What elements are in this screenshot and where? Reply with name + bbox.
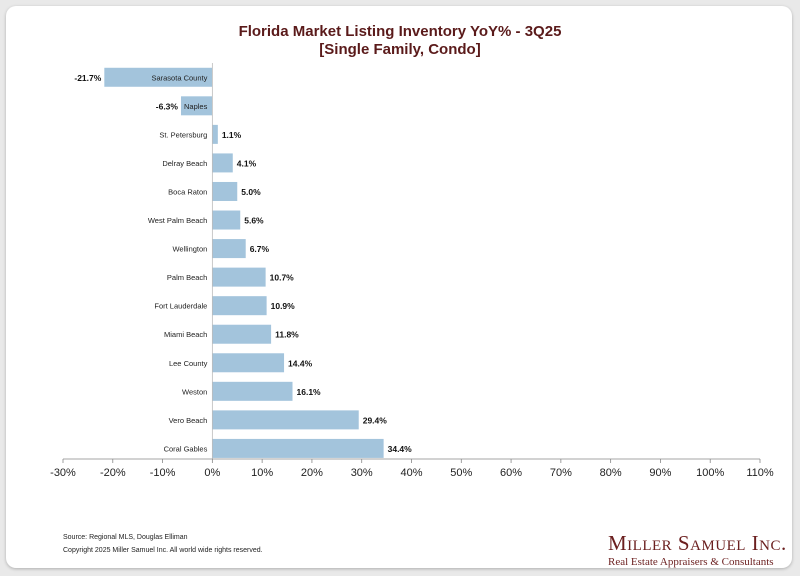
copyright-note: Copyright 2025 Miller Samuel Inc. All wo… xyxy=(63,547,263,554)
bar xyxy=(212,181,238,201)
x-tick-label: 20% xyxy=(301,467,323,479)
value-label: 16.1% xyxy=(297,387,322,397)
value-label: 11.8% xyxy=(275,330,299,340)
x-tick-label: 0% xyxy=(204,467,220,479)
value-label: 6.7% xyxy=(250,244,270,254)
value-label: -6.3% xyxy=(156,101,179,111)
bar xyxy=(212,353,285,373)
chart-title: Florida Market Listing Inventory YoY% - … xyxy=(238,23,562,40)
value-label: 29.4% xyxy=(363,415,388,425)
value-label: 4.1% xyxy=(237,158,257,168)
bar xyxy=(180,96,213,116)
category-label: West Palm Beach xyxy=(148,216,207,225)
category-label: Naples xyxy=(184,102,208,111)
bar xyxy=(212,324,272,344)
value-label: 5.0% xyxy=(241,187,261,197)
bar xyxy=(212,438,384,458)
x-tick-label: 40% xyxy=(400,467,422,479)
brand-tagline: Real Estate Appraisers & Consultants xyxy=(608,556,774,568)
bar xyxy=(212,296,267,316)
bar xyxy=(212,239,246,259)
brand-logo: Miller Samuel Inc. xyxy=(608,531,787,555)
category-label: Wellington xyxy=(172,245,207,254)
category-label: Vero Beach xyxy=(169,416,208,425)
x-tick-label: 10% xyxy=(251,467,273,479)
x-tick-label: -20% xyxy=(100,467,126,479)
chart-subtitle: [Single Family, Condo] xyxy=(319,41,481,58)
bar xyxy=(212,267,266,287)
source-note: Source: Regional MLS, Douglas Elliman xyxy=(63,534,188,541)
bar xyxy=(212,153,233,173)
x-tick-label: -10% xyxy=(150,467,176,479)
x-tick-label: 80% xyxy=(600,467,622,479)
bar xyxy=(212,381,293,401)
bar xyxy=(212,124,218,144)
bar xyxy=(212,410,359,430)
value-label: 5.6% xyxy=(244,216,264,226)
value-label: 10.9% xyxy=(271,301,296,311)
category-label: Coral Gables xyxy=(164,444,208,453)
bar xyxy=(104,67,213,87)
x-tick-label: -30% xyxy=(50,467,76,479)
category-label: Boca Raton xyxy=(168,187,207,196)
x-tick-label: 50% xyxy=(450,467,472,479)
category-label: Delray Beach xyxy=(162,159,207,168)
x-tick-label: 30% xyxy=(351,467,373,479)
value-label: -21.7% xyxy=(74,73,101,83)
x-tick-label: 60% xyxy=(500,467,522,479)
category-label: St. Petersburg xyxy=(159,130,207,139)
x-tick-label: 90% xyxy=(649,467,671,479)
category-label: Miami Beach xyxy=(164,330,207,339)
category-label: Fort Lauderdale xyxy=(154,302,207,311)
chart-card xyxy=(6,6,792,568)
value-label: 34.4% xyxy=(388,444,413,454)
bar xyxy=(212,210,241,230)
x-tick-label: 110% xyxy=(746,467,774,479)
value-label: 1.1% xyxy=(222,130,242,140)
category-label: Sarasota County xyxy=(151,73,207,82)
x-tick-label: 70% xyxy=(550,467,572,479)
value-label: 10.7% xyxy=(270,273,295,283)
category-label: Lee County xyxy=(169,359,208,368)
category-label: Weston xyxy=(182,387,207,396)
x-tick-label: 100% xyxy=(696,467,724,479)
value-label: 14.4% xyxy=(288,358,313,368)
category-label: Palm Beach xyxy=(167,273,207,282)
